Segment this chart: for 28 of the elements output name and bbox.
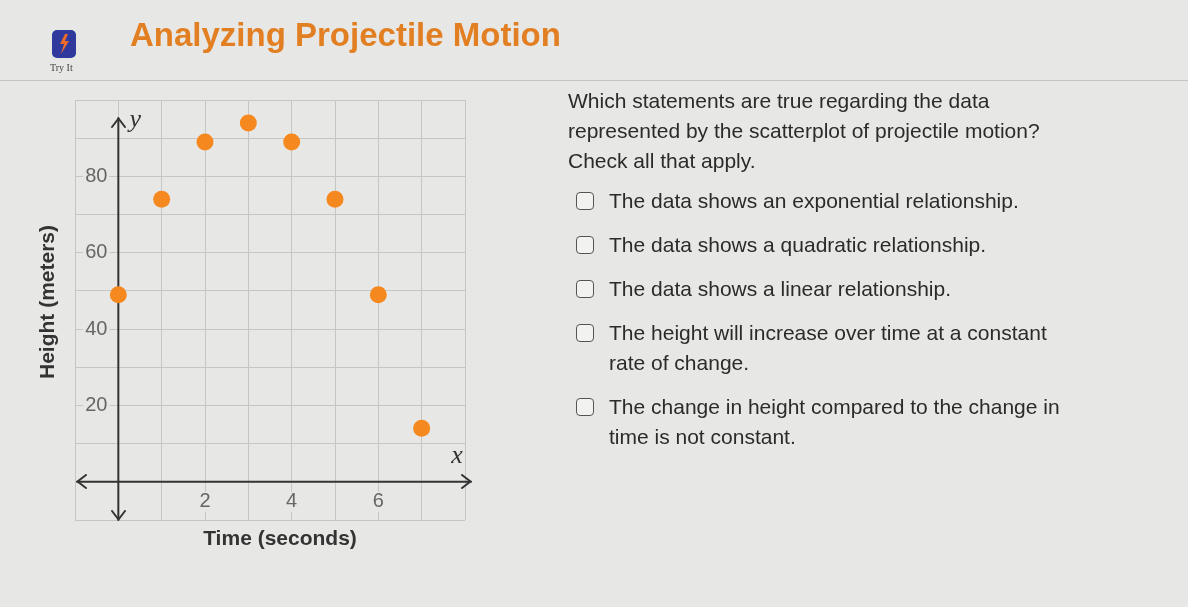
point (413, 419, 431, 437)
x-tick-label: 2 (199, 489, 211, 512)
text: The change in height compared to the change in time is not constant. (609, 395, 1060, 448)
annotation: x (450, 439, 464, 469)
text: The data shows an exponential relationship. (609, 189, 1019, 212)
point (196, 133, 214, 151)
annotation: y (126, 103, 142, 133)
y-tick-label: 40 (85, 316, 108, 339)
text: Check all that apply. (568, 149, 756, 172)
text: Try It (50, 62, 73, 73)
y-axis-title: Height (meters) (35, 224, 58, 380)
x-tick-label: 6 (372, 489, 384, 512)
x-tick-label: 4 (286, 489, 298, 512)
text: Which statements are true regarding the data represented by the scatterplot of projectile motion? (568, 89, 1040, 142)
point (326, 190, 344, 208)
y-tick-label: 60 (85, 240, 108, 263)
point (369, 286, 387, 304)
y-tick-label: 80 (85, 163, 108, 186)
point (153, 190, 171, 208)
text: The height will increase over time at a constant rate of change. (609, 321, 1047, 374)
y-tick-label: 20 (85, 392, 108, 415)
point (283, 133, 301, 151)
text: The data shows a linear relationship. (609, 277, 952, 300)
point (239, 114, 257, 132)
chart-title: Analyzing Projectile Motion (130, 16, 561, 53)
text: The data shows a quadratic relationship. (609, 233, 987, 256)
point (109, 286, 127, 304)
x-axis-title: Time (seconds) (203, 526, 357, 549)
